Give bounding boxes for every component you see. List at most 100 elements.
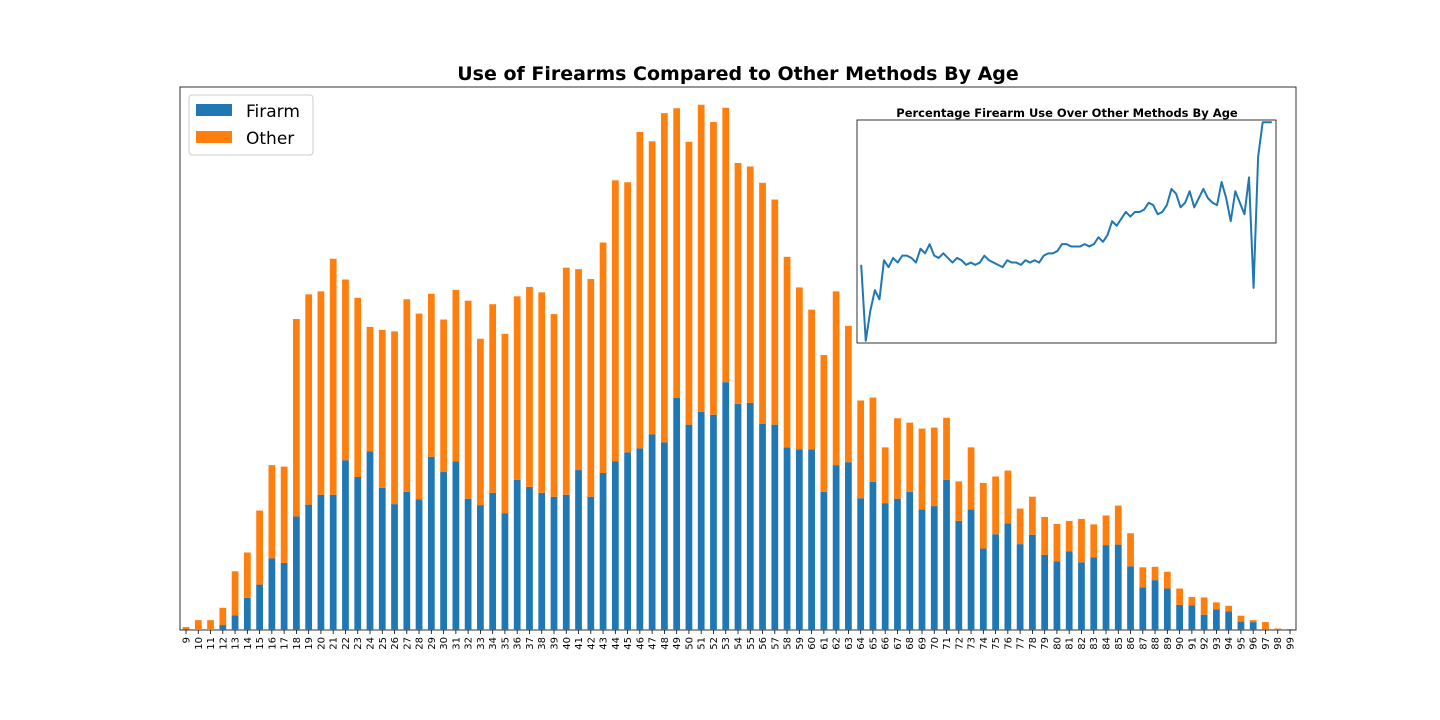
x-tick-label: 29 [427, 637, 438, 650]
bar-other-age-54 [734, 163, 742, 404]
x-tick-label: 47 [648, 637, 659, 650]
bar-other-age-48 [661, 113, 668, 443]
bar-firearm-age-95 [1237, 621, 1245, 630]
x-tick-label: 55 [746, 637, 757, 650]
bar-other-age-87 [1139, 567, 1147, 588]
bar-firearm-age-33 [477, 505, 484, 630]
bar-firearm-age-93 [1213, 609, 1220, 630]
bar-firearm-age-31 [452, 461, 460, 630]
x-tick-label: 99 [1286, 637, 1297, 650]
bar-other-age-39 [550, 314, 558, 497]
bar-firearm-age-59 [795, 449, 803, 630]
bar-firearm-age-82 [1078, 562, 1085, 630]
bar-firearm-age-50 [685, 424, 693, 630]
bar-firearm-age-15 [256, 584, 263, 630]
x-tick-label: 84 [1102, 637, 1113, 650]
bar-firearm-age-14 [243, 597, 251, 630]
bar-firearm-age-41 [575, 470, 582, 630]
bar-firearm-age-84 [1102, 545, 1110, 630]
bar-firearm-age-40 [562, 494, 570, 630]
bar-other-age-42 [587, 279, 595, 497]
x-tick-label: 23 [353, 637, 364, 650]
bar-firearm-age-67 [894, 498, 901, 630]
x-tick-label: 27 [402, 637, 413, 650]
bar-firearm-age-34 [489, 492, 497, 630]
bar-firearm-age-58 [783, 447, 791, 630]
bar-other-age-18 [293, 319, 300, 517]
bar-firearm-age-51 [697, 411, 705, 630]
x-tick-label: 91 [1187, 637, 1198, 650]
bar-other-age-25 [378, 329, 386, 488]
bar-firearm-age-77 [1016, 544, 1024, 630]
x-tick-label: 9 [182, 637, 193, 643]
bar-other-age-31 [452, 289, 460, 462]
bar-other-age-41 [575, 269, 582, 471]
x-tick-label: 19 [304, 637, 315, 650]
x-tick-label: 51 [697, 637, 708, 650]
bar-firearm-age-24 [366, 451, 374, 630]
x-tick-label: 76 [1003, 637, 1014, 650]
x-tick-label: 28 [415, 637, 426, 650]
bar-firearm-age-63 [845, 462, 852, 630]
x-tick-label: 64 [856, 637, 867, 650]
bar-other-age-45 [624, 182, 631, 453]
bar-other-age-62 [832, 291, 840, 466]
bar-other-age-14 [243, 552, 251, 598]
bar-other-age-47 [648, 141, 656, 435]
bar-other-age-85 [1114, 505, 1122, 545]
bar-firearm-age-70 [930, 506, 938, 630]
x-tick-label: 41 [574, 637, 585, 650]
x-tick-label: 48 [660, 637, 671, 650]
x-tick-label: 56 [758, 637, 769, 650]
bar-firearm-age-56 [759, 423, 766, 630]
bar-firearm-age-35 [501, 513, 509, 630]
x-tick-label: 10 [194, 637, 205, 650]
x-tick-label: 43 [599, 637, 610, 650]
x-tick-label: 12 [218, 637, 229, 650]
bar-firearm-age-25 [378, 487, 386, 630]
bar-other-age-65 [869, 397, 877, 482]
x-tick-label: 78 [1028, 637, 1039, 650]
bar-firearm-age-22 [342, 460, 349, 630]
bar-other-age-58 [783, 256, 791, 448]
bar-firearm-age-88 [1151, 580, 1159, 630]
bar-firearm-age-19 [305, 504, 313, 630]
x-tick-label: 80 [1052, 637, 1063, 650]
bar-other-age-37 [526, 286, 533, 487]
bar-other-age-70 [930, 427, 938, 507]
bar-firearm-age-72 [955, 520, 963, 630]
bar-other-age-56 [759, 182, 766, 424]
bar-other-age-63 [845, 325, 852, 463]
bar-other-age-28 [415, 313, 423, 500]
x-tick-label: 81 [1065, 637, 1076, 650]
bar-firearm-age-38 [538, 492, 546, 630]
x-tick-label: 21 [329, 637, 340, 650]
bar-other-age-61 [820, 355, 828, 492]
bar-firearm-age-87 [1139, 587, 1147, 630]
bar-other-age-93 [1213, 602, 1220, 610]
bar-other-age-97 [1262, 622, 1269, 630]
bar-other-age-75 [992, 476, 999, 535]
x-tick-label: 70 [930, 637, 941, 650]
x-tick-label: 46 [635, 637, 646, 650]
bar-firearm-age-65 [869, 481, 877, 630]
bar-other-age-84 [1102, 515, 1110, 546]
bar-firearm-age-73 [967, 509, 975, 630]
bar-other-age-67 [894, 418, 901, 499]
bar-other-age-17 [280, 466, 288, 563]
bar-other-age-76 [1004, 470, 1012, 524]
inset-plot-frame [856, 119, 1277, 344]
bar-other-age-24 [366, 326, 374, 452]
bar-other-age-81 [1065, 520, 1073, 552]
x-tick-label: 50 [684, 637, 695, 650]
x-tick-label: 67 [893, 637, 904, 650]
x-tick-label: 65 [868, 637, 879, 650]
x-tick-label: 13 [231, 637, 242, 650]
bar-firearm-age-46 [636, 448, 644, 630]
bar-other-age-44 [611, 180, 619, 462]
x-tick-label: 44 [611, 637, 622, 650]
bar-other-age-34 [489, 304, 497, 493]
bar-other-age-30 [440, 319, 447, 473]
x-tick-label: 83 [1089, 637, 1100, 650]
